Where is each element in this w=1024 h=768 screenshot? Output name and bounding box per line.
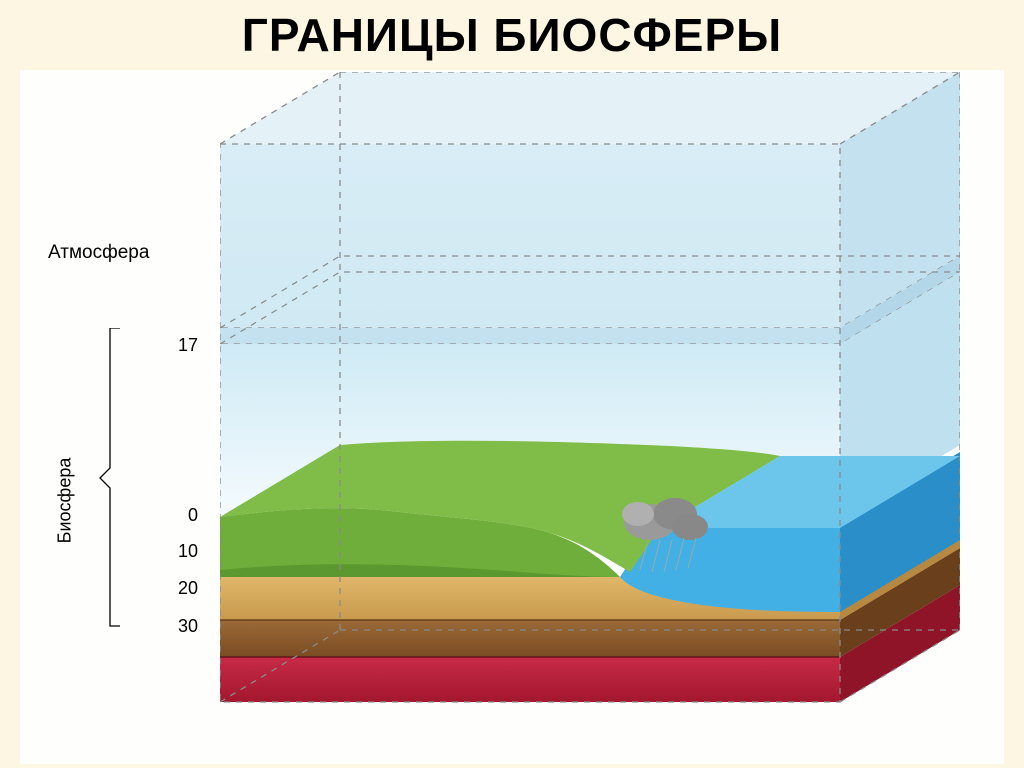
page-title: ГРАНИЦЫ БИОСФЕРЫ: [0, 8, 1024, 62]
scale-10: 10: [158, 541, 198, 562]
crust-front: [220, 620, 840, 657]
scale-17: 17: [158, 335, 198, 356]
biosphere-bracket: [96, 328, 126, 628]
mantle-front: [220, 657, 840, 702]
scale-20: 20: [158, 578, 198, 599]
cube-top-face: [220, 72, 960, 144]
ozone-front: [220, 328, 840, 344]
biosphere-cube-diagram: [220, 72, 960, 752]
atmosphere-label: Атмосфера: [48, 242, 149, 264]
scale-30: 30: [158, 616, 198, 637]
stratosphere-front: [220, 144, 840, 328]
scale-0: 0: [158, 505, 198, 526]
biosphere-label: Биосфера: [54, 458, 75, 544]
